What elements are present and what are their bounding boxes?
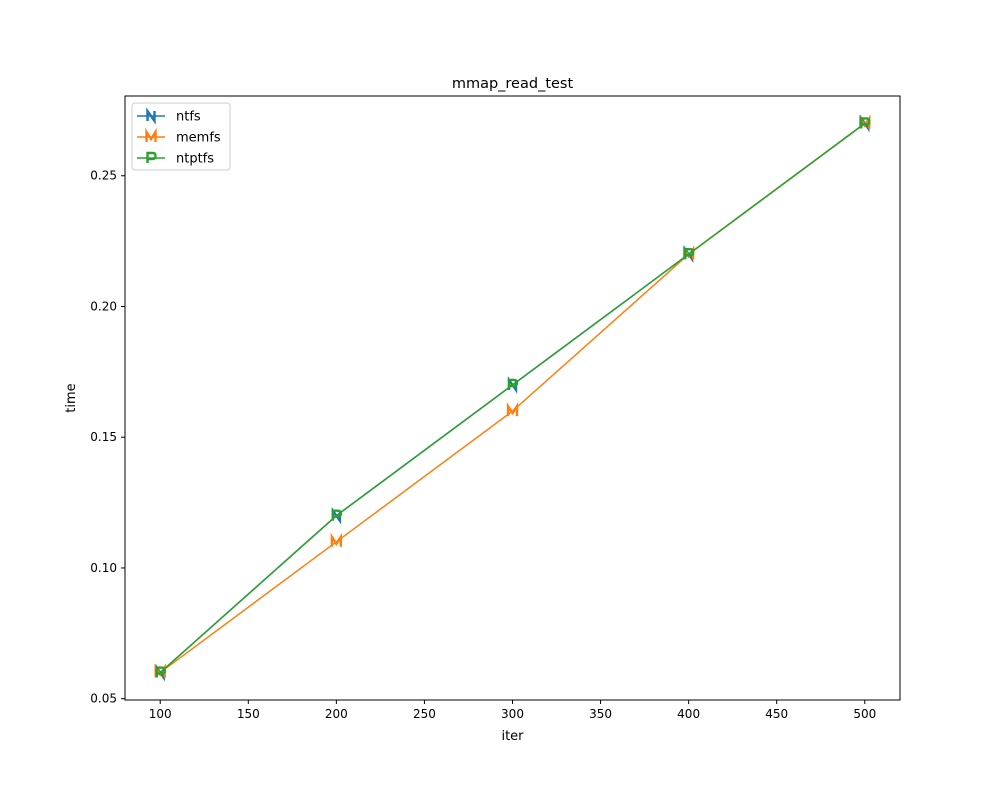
x-tick-label: 350 — [589, 707, 612, 721]
x-axis-label: iter — [501, 729, 524, 744]
x-tick-label: 450 — [765, 707, 788, 721]
data-point-marker — [331, 509, 343, 521]
data-point-marker — [506, 401, 519, 417]
legend: ntfs memfs ntptfs — [131, 102, 231, 171]
y-tick-label: 0.25 — [90, 169, 117, 183]
x-tick-label: 250 — [413, 707, 436, 721]
y-tick-label: 0.05 — [90, 692, 117, 706]
series-line-ntptfs — [159, 122, 866, 674]
x-tick-label: 100 — [149, 707, 172, 721]
legend-marker — [146, 151, 157, 163]
y-axis-label: time — [64, 383, 79, 412]
y-tick-label: 0.10 — [90, 561, 117, 575]
axes-frame — [124, 95, 901, 701]
series-line-memfs — [159, 122, 866, 674]
data-point-marker — [507, 378, 519, 390]
legend-label: memfs — [176, 131, 221, 146]
legend-label: ntptfs — [176, 152, 214, 167]
x-tick-label: 500 — [853, 707, 876, 721]
legend-box — [131, 102, 231, 171]
series-memfs — [154, 114, 871, 678]
series-line-ntfs — [159, 122, 866, 674]
x-tick-label: 150 — [237, 707, 260, 721]
legend-marker — [146, 107, 156, 125]
data-point-marker — [330, 532, 343, 547]
data-point-marker — [155, 666, 166, 678]
x-tick-label: 400 — [677, 707, 700, 721]
data-point-marker — [860, 117, 871, 129]
legend-marker — [145, 127, 157, 142]
chart-title: mmap_read_test — [452, 76, 574, 92]
series-ntptfs — [155, 117, 871, 678]
y-axis: 0.05 0.10 0.15 0.20 0.25 — [90, 169, 125, 706]
legend-label: ntfs — [176, 110, 201, 125]
x-tick-label: 200 — [325, 707, 348, 721]
data-point-marker — [683, 247, 695, 260]
y-tick-label: 0.20 — [90, 299, 117, 313]
x-tick-label: 300 — [501, 707, 524, 721]
series-ntfs — [155, 114, 870, 682]
y-tick-label: 0.15 — [90, 430, 117, 444]
plot-area — [154, 114, 871, 682]
x-axis: 100 150 200 250 300 350 400 450 500 — [149, 700, 876, 721]
